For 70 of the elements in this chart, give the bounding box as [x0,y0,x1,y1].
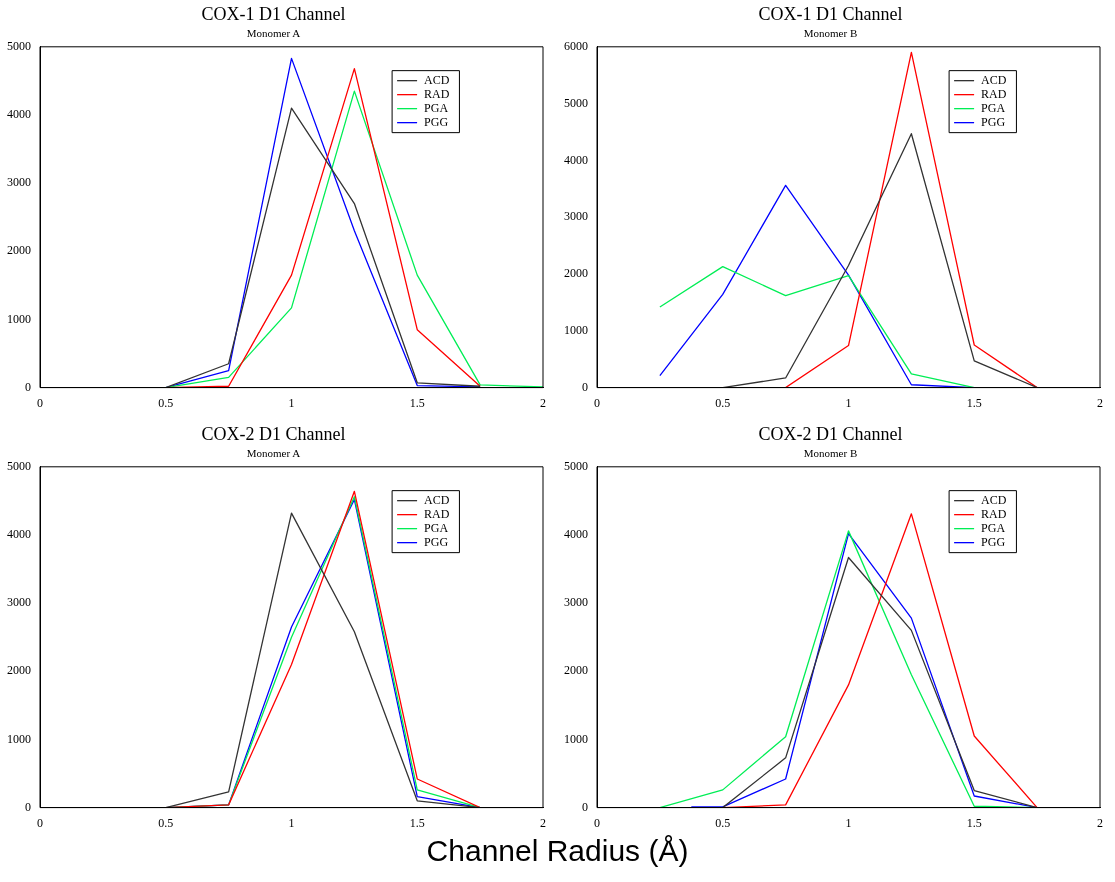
chart-subtitle: Monomer A [246,27,301,40]
y-tick-label: 2000 [564,266,588,281]
x-tick-label: 1 [845,395,852,410]
x-tick-label: 1 [288,395,295,410]
y-tick-label: 5000 [564,458,588,473]
x-tick-label: 0 [594,815,600,830]
y-tick-label: 3000 [564,595,588,610]
legend-label: ACD [424,492,450,507]
x-tick-label: 2 [540,395,546,410]
x-tick-label: 0.5 [715,395,731,410]
x-tick-label: 1.5 [409,395,425,410]
legend-label: RAD [424,506,450,521]
x-tick-label: 0.5 [158,395,174,410]
y-tick-label: 3000 [7,175,31,190]
x-tick-label: 0.5 [158,815,174,830]
y-tick-label: 1000 [7,731,31,746]
legend-label: ACD [981,492,1007,507]
legend-label: PGA [424,100,449,115]
legend-label: RAD [981,86,1007,101]
chart-subtitle: Monomer A [246,447,301,460]
chart-title: COX-2 D1 Channel [201,423,346,444]
x-tick-label: 0 [37,395,43,410]
x-tick-label: 0 [594,395,600,410]
x-tick-label: 0.5 [715,815,731,830]
x-tick-label: 1.5 [409,815,425,830]
chart-title: COX-1 D1 Channel [758,3,903,24]
legend-label: PGA [981,100,1006,115]
legend-label: ACD [981,72,1007,87]
y-tick-label: 0 [582,799,588,814]
y-tick-label: 5000 [7,38,31,53]
y-tick-label: 3000 [7,595,31,610]
y-tick-label: 0 [582,379,588,394]
legend-label: PGA [981,520,1006,535]
legend-label: PGG [981,534,1006,549]
chart-title: COX-1 D1 Channel [201,3,346,24]
y-tick-label: 1000 [7,311,31,326]
x-tick-label: 1 [288,815,295,830]
y-tick-label: 2000 [7,663,31,678]
y-tick-label: 4000 [564,152,588,167]
y-tick-label: 5000 [7,458,31,473]
y-tick-label: 5000 [564,95,588,110]
x-tick-label: 2 [1097,815,1103,830]
y-tick-label: 2000 [564,663,588,678]
legend-label: PGG [424,114,449,129]
y-tick-label: 0 [25,379,31,394]
legend-label: RAD [981,506,1007,521]
legend-label: ACD [424,72,450,87]
x-tick-label: 2 [540,815,546,830]
legend-label: PGA [424,520,449,535]
y-tick-label: 6000 [564,38,588,53]
x-tick-label: 1.5 [966,395,982,410]
chart-subtitle: Monomer B [803,447,858,460]
chart-title: COX-2 D1 Channel [758,423,903,444]
y-tick-label: 2000 [7,243,31,258]
y-tick-label: 1000 [564,322,588,337]
y-tick-label: 0 [25,799,31,814]
x-tick-label: 0 [37,815,43,830]
y-tick-label: 4000 [564,527,588,542]
y-tick-label: 4000 [7,107,31,122]
y-tick-label: 3000 [564,209,588,224]
x-tick-label: 2 [1097,395,1103,410]
x-axis-title: Channel Radius (Å) [425,834,690,868]
legend-label: PGG [981,114,1006,129]
legend-label: PGG [424,534,449,549]
y-tick-label: 1000 [564,731,588,746]
x-tick-label: 1.5 [966,815,982,830]
chart-subtitle: Monomer B [803,27,858,40]
x-tick-label: 1 [845,815,852,830]
legend-label: RAD [424,86,450,101]
y-tick-label: 4000 [7,527,31,542]
